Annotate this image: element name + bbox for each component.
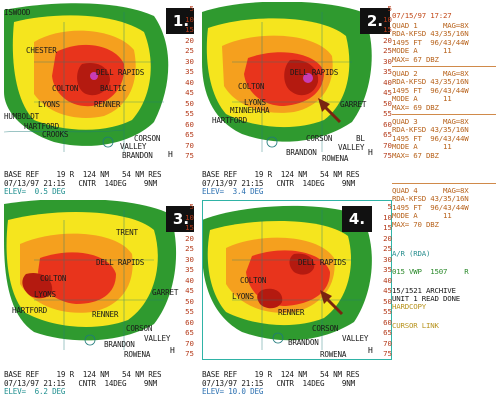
city-label: VALLEY [342, 334, 369, 343]
quad-number-1: 1. [166, 8, 194, 34]
city-label: DELL RAPIDS [96, 68, 145, 77]
radar-quad-4[interactable]: 4. 5 10 15 20 25 30 35 40 45 50 55 60 65 70 75 DELL RA… [202, 200, 392, 360]
radar-quad-1[interactable]: 1. 5 10 15 20 25 30 35 40 45 50 55 60 65 70 75 ISWOOD … [4, 2, 194, 162]
radar-quad-2[interactable]: 2. 5 10 15 20 25 30 35 40 45 50 55 60 65 70 75 DELL RA… [202, 2, 392, 162]
divider [392, 66, 496, 67]
city-label: VALLEY [338, 143, 365, 152]
h-marker: H [168, 150, 173, 159]
h-marker: H [368, 346, 373, 355]
city-label: LYONS [244, 98, 266, 107]
quad-number-4: 4. [342, 206, 372, 232]
city-label: BALTIC [100, 84, 127, 93]
radar-quad-3[interactable]: 3. 5 10 15 20 25 30 35 40 45 50 55 60 65 70 75 TRENT D… [4, 200, 194, 360]
city-label: COLTON [240, 276, 267, 285]
quad-number-3: 3. [166, 206, 194, 232]
city-label: RENNER [278, 308, 305, 317]
city-label: BRANDON [122, 151, 153, 160]
city-label: ROWENA [124, 350, 151, 359]
h-marker: H [368, 148, 373, 157]
range-ring-labels: 5 10 15 20 25 30 35 40 45 50 55 60 65 70 75 [383, 4, 392, 160]
city-label: BRANDON [104, 340, 135, 349]
city-label: DELL RAPIDS [96, 258, 145, 267]
quad-caption-3: BASE REF 19 R 124 NM 54 NM RES 07/13/97 … [4, 370, 162, 397]
divider [392, 183, 496, 184]
range-ring-labels: 5 10 15 20 25 30 35 40 45 50 55 60 65 70 75 [185, 202, 194, 358]
city-label: COLTON [40, 274, 67, 283]
city-label: DELL RAPIDS [298, 258, 347, 267]
city-label: VALLEY [120, 142, 147, 151]
city-label: RENNER [94, 100, 121, 109]
selected-quad-border [202, 200, 392, 360]
hardcopy-button[interactable]: HARDCOPY [392, 302, 426, 311]
datetime-header: 07/15/97 17:27 [392, 11, 452, 20]
quad-number-2: 2. [360, 8, 390, 34]
city-label: HARTFORD [212, 116, 247, 125]
divider [392, 114, 496, 115]
city-label: MINNEHAHA [230, 106, 270, 115]
quad-info-3: QUAD 3 MAG=8X RDA-KFSD 43/35/16N 1495 FT… [392, 117, 469, 160]
cursor-link-button[interactable]: CURSOR LINK [392, 321, 439, 330]
archive-status: 15/1521 ARCHIVE UNIT 1 READ DONE [392, 286, 460, 304]
city-label: ISWOOD [4, 8, 31, 17]
radar-image-3 [4, 200, 194, 360]
city-label: VALLEY [144, 334, 171, 343]
city-label: ROWENA [320, 350, 347, 359]
city-label: BL [356, 134, 365, 143]
city-label: ROWENA [322, 154, 349, 162]
quad-info-2: QUAD 2 MAG=8X RDA-KFSD 43/35/16N 1495 FT… [392, 69, 469, 112]
city-label: CORSON [134, 134, 161, 143]
city-label: HARTFORD [12, 306, 47, 315]
city-label: COLTON [52, 84, 79, 93]
quad-caption-2: BASE REF 19 R 124 NM 54 NM RES 07/13/97 … [202, 170, 360, 197]
city-label: BRANDON [288, 338, 319, 347]
city-label: COLTON [238, 82, 265, 91]
radar-status: A/R (RDA) [392, 249, 431, 258]
city-label: CROOKS [42, 130, 69, 139]
vwp-status: 015 VWP 1507 R [392, 267, 469, 276]
range-ring-labels: 5 10 15 20 25 30 35 40 45 50 55 60 65 70 75 [185, 4, 194, 160]
city-label: HARTFORD [24, 122, 59, 131]
range-ring-labels: 5 10 15 20 25 30 35 40 45 50 55 60 65 70 75 [383, 202, 392, 358]
city-label: DELL RAPIDS [290, 68, 339, 77]
city-label: GARRET [340, 100, 367, 109]
city-label: LYONS [34, 290, 56, 299]
city-label: CORSON [312, 324, 339, 333]
city-label: LYONS [38, 100, 60, 109]
city-label: CHESTER [26, 46, 57, 55]
city-label: GARRET [152, 288, 179, 297]
quad-info-4: QUAD 4 MAG=8X RDA-KFSD 43/35/16N 1495 FT… [392, 186, 469, 229]
city-label: BRANDON [286, 148, 317, 157]
city-label: TRENT [116, 228, 138, 237]
radar-image-2 [202, 2, 392, 162]
city-label: RENNER [92, 310, 119, 319]
city-label: CORSON [126, 324, 153, 333]
city-label: LYONS [232, 292, 254, 301]
city-label: CORSON [306, 134, 333, 143]
radar-image-1 [4, 2, 194, 162]
quad-caption-1: BASE REF 19 R 124 NM 54 NM RES 07/13/97 … [4, 170, 162, 197]
h-marker: H [170, 346, 175, 355]
city-label: HUMBOLDT [4, 112, 39, 121]
quad-caption-4: BASE REF 19 R 124 NM 54 NM RES 07/13/97 … [202, 370, 360, 397]
quad-info-1: QUAD 1 MAG=8X RDA-KFSD 43/35/16N 1495 FT… [392, 21, 469, 64]
